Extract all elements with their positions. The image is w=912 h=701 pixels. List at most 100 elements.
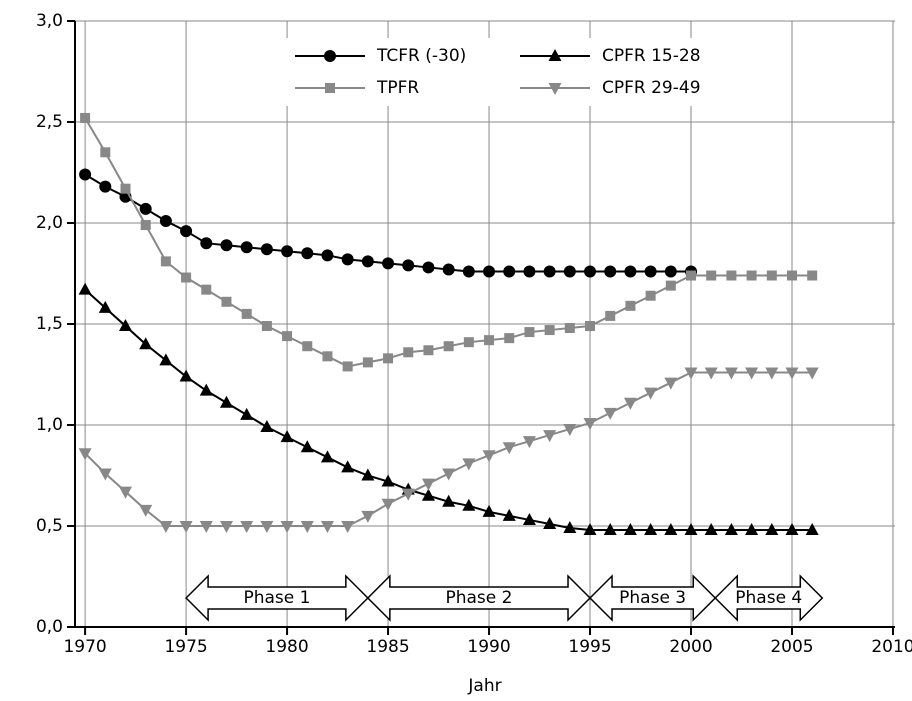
series-line: [84, 288, 813, 532]
marker: [341, 521, 355, 533]
marker: [381, 474, 395, 487]
x-tick-label: 1985: [366, 637, 409, 657]
series: [78, 367, 819, 533]
marker: [442, 263, 455, 276]
marker: [282, 331, 293, 342]
y-tick-label: 0,0: [36, 617, 63, 637]
marker: [98, 468, 112, 481]
marker: [785, 523, 799, 536]
marker: [482, 504, 496, 517]
marker: [785, 367, 799, 380]
phase-arrow: [714, 574, 824, 622]
marker: [159, 353, 173, 366]
x-tick-label: 1995: [568, 637, 611, 657]
marker: [504, 333, 515, 344]
marker: [201, 284, 212, 295]
marker: [159, 214, 172, 227]
marker: [522, 436, 536, 449]
marker: [522, 512, 536, 525]
marker: [300, 521, 314, 533]
phases: Phase 1 Phase 2 Phase 3 Phase 4: [185, 574, 824, 622]
marker: [564, 323, 575, 334]
marker: [563, 424, 577, 437]
marker: [686, 270, 697, 281]
phase-label: Phase 4: [735, 588, 802, 608]
marker: [260, 243, 273, 256]
marker: [462, 458, 476, 471]
marker: [99, 180, 112, 193]
marker: [180, 225, 193, 238]
marker: [724, 523, 738, 536]
marker: [664, 265, 677, 278]
y-tick-label: 1,0: [36, 415, 63, 435]
marker: [78, 282, 92, 295]
x-tick-label: 1975: [164, 637, 207, 657]
marker: [604, 265, 617, 278]
marker: [260, 420, 274, 433]
marker: [200, 237, 213, 250]
marker: [548, 49, 562, 61]
marker: [179, 369, 193, 382]
marker: [765, 367, 779, 380]
legend-label: CPFR 29-49: [602, 78, 701, 98]
marker: [765, 523, 779, 536]
marker: [118, 486, 132, 499]
marker: [139, 202, 152, 215]
x-tick-label: 2010: [871, 637, 912, 657]
marker: [543, 430, 557, 443]
marker: [543, 265, 556, 278]
marker: [644, 523, 658, 536]
marker: [605, 310, 616, 321]
marker: [624, 265, 637, 278]
marker: [324, 50, 336, 62]
marker: [181, 272, 192, 283]
marker: [805, 367, 819, 380]
marker: [645, 290, 656, 301]
marker: [240, 521, 254, 533]
marker: [442, 494, 456, 507]
marker: [402, 259, 415, 272]
marker: [325, 83, 335, 93]
marker: [220, 239, 233, 252]
marker: [78, 448, 92, 461]
legend-box: [285, 38, 745, 106]
marker: [280, 430, 294, 443]
marker: [320, 450, 334, 463]
marker: [159, 521, 173, 533]
marker: [503, 265, 516, 278]
marker: [462, 498, 476, 511]
marker: [80, 112, 91, 123]
marker: [644, 265, 657, 278]
marker: [383, 353, 394, 364]
x-axis-label: Jahr: [467, 676, 501, 696]
marker: [807, 270, 818, 281]
marker: [483, 265, 496, 278]
phase-label: Phase 3: [619, 588, 686, 608]
phase-label: Phase 1: [243, 588, 310, 608]
marker: [302, 341, 313, 352]
marker: [585, 321, 596, 332]
y-tick-label: 3,0: [36, 11, 63, 31]
marker: [442, 468, 456, 481]
marker: [261, 321, 272, 332]
marker: [523, 265, 536, 278]
marker: [502, 508, 516, 521]
marker: [724, 367, 738, 380]
marker: [199, 383, 213, 396]
series-line: [84, 117, 813, 368]
marker: [704, 523, 718, 536]
marker: [118, 319, 132, 332]
marker: [160, 256, 171, 267]
marker: [322, 351, 333, 362]
x-tick-label: 1980: [265, 637, 308, 657]
y-tick-label: 2,5: [36, 112, 63, 132]
marker: [100, 147, 111, 158]
marker: [583, 417, 597, 430]
marker: [684, 523, 698, 536]
marker: [403, 347, 414, 358]
marker: [524, 327, 535, 338]
marker: [362, 357, 373, 368]
marker: [422, 261, 435, 274]
